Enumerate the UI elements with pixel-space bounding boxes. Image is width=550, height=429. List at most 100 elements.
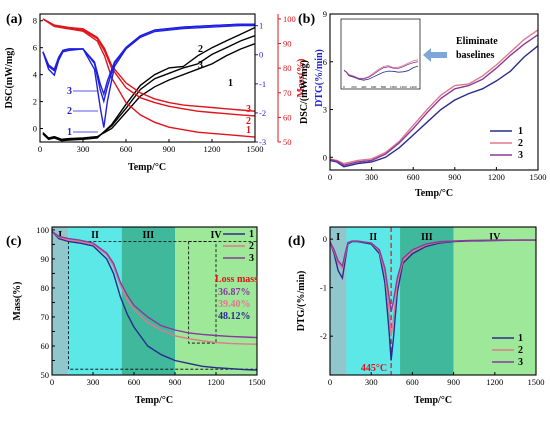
x-tick-label: 300: [365, 172, 378, 182]
y-tick-label: 6: [33, 43, 37, 53]
x-tick-label: 300: [87, 377, 100, 387]
curve-label: 2: [198, 44, 203, 55]
y-tick-label: 0: [323, 152, 327, 162]
loss-mass-title: Loss mass: [215, 274, 258, 285]
panel-a-xlabel: Temp/°C: [128, 162, 166, 173]
legend-label-2: 2: [518, 138, 523, 149]
curve-label: 3: [246, 104, 251, 115]
panel-d-frame: [329, 226, 537, 376]
x-tick-label: 300: [365, 377, 378, 387]
panel-c: I II III IV0 300 600 900 1200 15005060708090100 …: [6, 225, 266, 406]
panel-b-label: (b): [298, 12, 315, 27]
legend-label-3: 3: [518, 357, 523, 368]
mass-tick-label: 80: [283, 63, 292, 73]
stage-band-I: [52, 227, 69, 375]
series-dsc-2: [42, 26, 256, 142]
panel-d-xlabel: Temp/°C: [414, 395, 452, 406]
x-tick-label: 0: [328, 377, 332, 387]
curve-label: 1: [67, 127, 72, 138]
panel-c-ylabel: Mass(%): [12, 282, 23, 321]
x-tick-label: 1200: [486, 377, 503, 387]
inset-tick-label: 200: [351, 85, 357, 89]
x-tick-label: 1200: [204, 144, 221, 154]
panel-c-label: (c): [6, 234, 22, 249]
series-1: [329, 45, 539, 168]
stage-label-I: I: [336, 232, 340, 243]
inset-tick-label: 0: [343, 85, 345, 89]
legend-label-1: 1: [249, 229, 254, 240]
panel-b-xlabel: Temp/°C: [415, 188, 453, 199]
panel-b-frame: [329, 13, 539, 171]
y-tick-label: 0: [323, 234, 327, 244]
panel-d-label: (d): [288, 234, 305, 249]
x-tick-label: 600: [120, 144, 133, 154]
legend-label-3: 3: [249, 253, 254, 264]
curve-label: 3: [198, 60, 203, 71]
panel-c-xlabel: Temp/°C: [135, 395, 173, 406]
inset-tick-label: 800: [381, 85, 387, 89]
stage-label-IV: IV: [489, 232, 501, 243]
series-dtg-3: [42, 23, 255, 97]
stage-label-I: I: [58, 230, 62, 241]
dtg-tick-label: 0: [259, 50, 263, 60]
arrow-icon: [423, 48, 447, 62]
panel-a-label: (a): [6, 12, 23, 27]
x-tick-label: 900: [447, 377, 460, 387]
stage-band-III: [400, 227, 454, 375]
y-tick-label: 2: [33, 97, 37, 107]
loss-value-1: 36.87%: [218, 287, 251, 298]
x-tick-label: 900: [169, 377, 182, 387]
dtg-tick-label: 1: [259, 21, 263, 31]
series-mass-1: [42, 18, 256, 138]
series-3: [51, 230, 258, 339]
panel-c-legend: 123: [223, 229, 254, 264]
inset-frame: [340, 18, 421, 90]
mass-tick-label: 60: [283, 112, 292, 122]
series-2: [51, 230, 258, 345]
dtg-tick-label: -3: [259, 137, 266, 147]
series-3: [329, 34, 539, 166]
y-tick-label: 4: [33, 70, 38, 80]
mass-tick-label: 100: [283, 14, 296, 24]
y-tick-label: 6: [323, 57, 327, 67]
series-2: [329, 29, 539, 165]
curve-label: 3: [67, 86, 72, 97]
y-tick-label: -1: [320, 283, 327, 293]
series-1: [51, 230, 258, 371]
y-tick-label: 80: [41, 283, 50, 293]
series-dsc-1: [42, 42, 256, 141]
curve-label: 2: [246, 116, 251, 127]
dashed-guide-box: [188, 241, 217, 344]
x-tick-label: 600: [406, 377, 419, 387]
x-tick-label: 0: [328, 172, 332, 182]
y-tick-label: -2: [320, 331, 327, 341]
inset-plot: 0 200 400 600 800 1000 1200 1400: [343, 59, 419, 89]
panel-a-frame: [39, 13, 256, 143]
legend-label-2: 2: [518, 345, 523, 356]
eliminate-label-line2: baselines: [456, 50, 494, 61]
x-tick-label: 900: [448, 172, 461, 182]
dtg-tick-label: -1: [259, 79, 266, 89]
series-dsc-3: [42, 34, 256, 141]
x-tick-label: 1500: [249, 377, 266, 387]
x-tick-label: 300: [77, 144, 90, 154]
series-dtg-1: [42, 24, 255, 128]
panel-b-inset: 0 200 400 600 800 1000 1200 1400: [340, 18, 421, 90]
y-tick-label: 60: [41, 341, 50, 351]
legend-label-1: 1: [518, 126, 523, 137]
series-3: [329, 239, 536, 313]
eliminate-label-line1: Eliminate: [456, 36, 498, 47]
stage-label-III: III: [143, 230, 155, 241]
series-mass-3: [42, 18, 256, 112]
y-tick-label: 100: [36, 225, 49, 235]
dtg-tick-label: -2: [259, 108, 266, 118]
stage-band-III: [121, 227, 175, 375]
panel-a-plot: 0 300 600 900 1200 1500 0 2 4 6 8 50 60 70 80 90 100 -3 -2…: [33, 14, 296, 154]
y-tick-label: 3: [323, 105, 327, 115]
panel-b-legend: 123: [490, 126, 523, 161]
